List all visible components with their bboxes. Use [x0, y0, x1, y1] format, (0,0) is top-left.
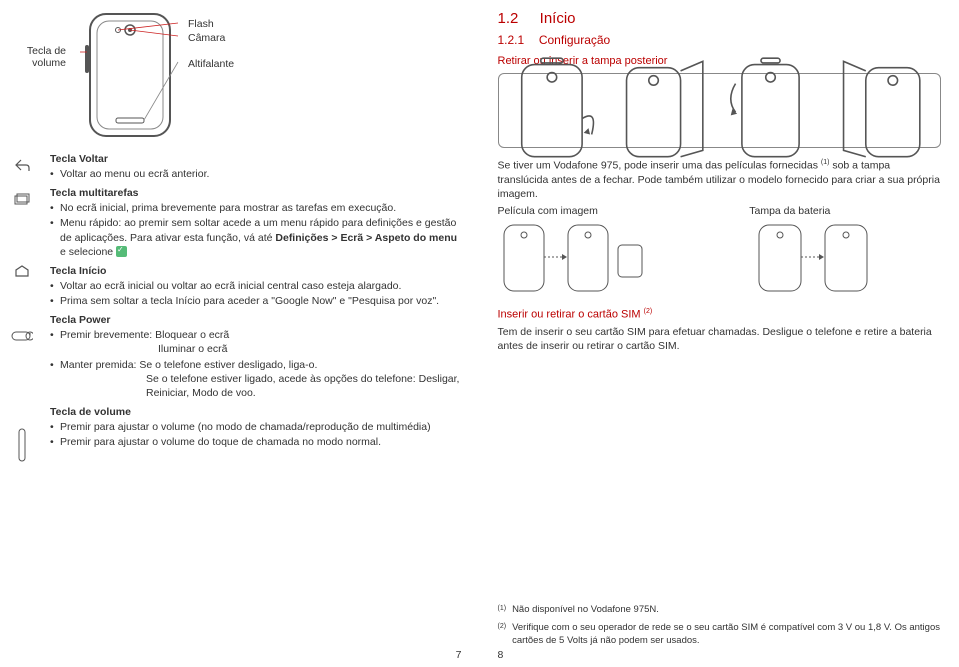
power-icon: [8, 330, 36, 428]
key-volume-b1: Premir para ajustar o volume (no modo de…: [50, 420, 462, 434]
key-multi-b1: No ecrã inicial, prima brevemente para m…: [50, 201, 462, 215]
keys-content: Tecla Voltar Voltar ao menu ou ecrã ante…: [50, 153, 462, 449]
page-number-left: 7: [456, 649, 462, 661]
key-multi-title: Tecla multitarefas: [50, 187, 462, 199]
tampa-illustration: [749, 219, 889, 297]
tampa-label: Tampa da bateria: [749, 205, 941, 217]
key-multi-b2: Menu rápido: ao premir sem soltar acede …: [50, 216, 462, 259]
key-multi: Tecla multitarefas No ecrã inicial, prim…: [50, 187, 462, 259]
fn2-text: Verifique com o seu operador de rede se …: [512, 622, 941, 647]
key-volume: Tecla de volume Premir para ajustar o vo…: [50, 406, 462, 449]
page-number-right: 8: [498, 649, 504, 661]
heading-1-2-1: 1.2.1 Configuração: [498, 33, 942, 47]
key-icons-col: [8, 158, 36, 478]
para-peliculas: Se tiver um Vodafone 975, pode inserir u…: [498, 158, 942, 201]
sub2-sup: (2): [644, 308, 653, 315]
key-inicio-title: Tecla Início: [50, 265, 462, 277]
back-icon: [8, 158, 36, 192]
key-power-b1a: Premir brevemente: Bloquear o ecrã: [60, 329, 229, 341]
footnote-1: (1) Não disponível no Vodafone 975N.: [498, 604, 942, 616]
home-icon: [8, 264, 36, 330]
key-voltar-title: Tecla Voltar: [50, 153, 462, 165]
key-inicio-b2: Prima sem soltar a tecla Início para ace…: [50, 294, 462, 308]
phone-back-illustration: [80, 10, 180, 143]
key-multi-b2bold: Definições > Ecrã > Aspeto do menu: [275, 232, 457, 244]
film-illustration: [498, 219, 658, 297]
h2-num: 1.2.1: [498, 33, 536, 47]
h1-text: Início: [540, 10, 576, 27]
subhead-sim: Inserir ou retirar o cartão SIM (2): [498, 308, 942, 321]
key-power-b2: Manter premida: Se o telefone estiver de…: [50, 358, 462, 401]
cover-removal-strip: [498, 73, 942, 148]
fn2-sup: (2): [498, 622, 507, 647]
footnotes: (1) Não disponível no Vodafone 975N. (2)…: [498, 598, 942, 647]
para-sim: Tem de inserir o seu cartão SIM para efe…: [498, 325, 942, 353]
sub2a: Inserir ou retirar o cartão SIM: [498, 309, 644, 321]
key-power-b2a: Manter premida: Se o telefone estiver de…: [60, 359, 317, 371]
heading-1-2: 1.2 Início: [498, 10, 942, 27]
check-icon: [116, 246, 127, 257]
footnote-2: (2) Verifique com o seu operador de rede…: [498, 622, 942, 647]
para1a: Se tiver um Vodafone 975, pode inserir u…: [498, 160, 821, 172]
label-camara: Câmara: [188, 32, 234, 44]
label-volume-text: Tecla de volume: [18, 46, 66, 69]
key-voltar: Tecla Voltar Voltar ao menu ou ecrã ante…: [50, 153, 462, 181]
key-power-title: Tecla Power: [50, 314, 462, 326]
fn1-sup: (1): [498, 604, 507, 616]
key-power-b1b: Iluminar o ecrã: [60, 342, 227, 356]
cover-thumb-1: [509, 55, 604, 166]
key-volume-title: Tecla de volume: [50, 406, 462, 418]
film-row: Película com imagem Tampa da bateria: [498, 205, 942, 300]
film-col-right: Tampa da bateria: [749, 205, 941, 300]
page-left: Tecla de volume: [0, 0, 480, 667]
film-col-left: Película com imagem: [498, 205, 690, 300]
key-power-b2b: Se o telefone estiver ligado, acede às o…: [60, 372, 462, 400]
h2-text: Configuração: [539, 33, 610, 47]
multitask-icon: [8, 192, 36, 264]
key-inicio: Tecla Início Voltar ao ecrã inicial ou v…: [50, 265, 462, 308]
left-label-col: Tecla de volume: [18, 10, 72, 69]
label-altifalante: Altifalante: [188, 58, 234, 70]
page-right: 1.2 Início 1.2.1 Configuração Retirar ou…: [480, 0, 959, 667]
h1-num: 1.2: [498, 10, 536, 27]
key-voltar-b1: Voltar ao menu ou ecrã anterior.: [50, 167, 462, 181]
key-volume-b2: Premir para ajustar o volume do toque de…: [50, 435, 462, 449]
film-label: Película com imagem: [498, 205, 690, 217]
volume-icon: [8, 428, 36, 478]
fn1-text: Não disponível no Vodafone 975N.: [512, 604, 659, 616]
key-multi-b2b: e selecione: [60, 246, 116, 258]
key-inicio-b1: Voltar ao ecrã inicial ou voltar ao ecrã…: [50, 279, 462, 293]
cover-thumb-3: [726, 55, 821, 166]
cover-thumb-2: [617, 55, 712, 166]
cover-thumb-4: [834, 55, 929, 166]
phone-diagram-row: Tecla de volume: [18, 10, 462, 145]
right-label-col: Flash Câmara Altifalante: [188, 10, 234, 70]
key-power-b1: Premir brevemente: Bloquear o ecrã Ilumi…: [50, 328, 462, 356]
label-volume: Tecla de volume: [18, 46, 72, 69]
label-flash: Flash: [188, 18, 234, 30]
key-power: Tecla Power Premir brevemente: Bloquear …: [50, 314, 462, 400]
